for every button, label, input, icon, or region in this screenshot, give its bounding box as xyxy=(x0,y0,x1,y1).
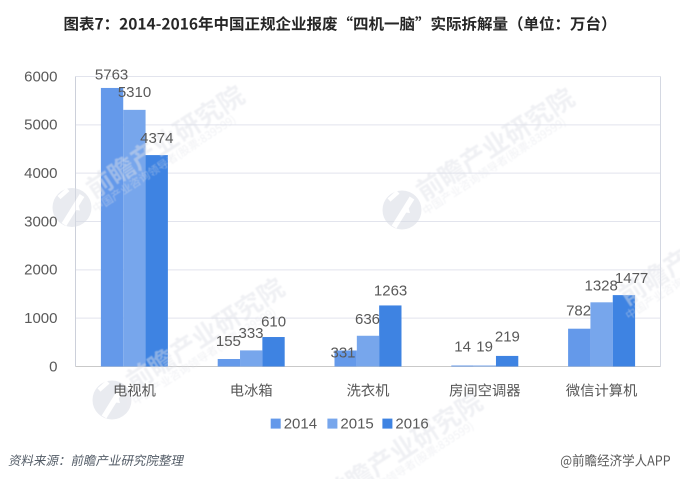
svg-text:5310: 5310 xyxy=(118,84,151,101)
svg-text:6000: 6000 xyxy=(24,68,57,85)
svg-text:3000: 3000 xyxy=(24,213,57,230)
svg-text:219: 219 xyxy=(495,329,520,346)
svg-text:1328: 1328 xyxy=(585,278,618,295)
svg-text:610: 610 xyxy=(261,314,286,331)
svg-text:333: 333 xyxy=(238,325,263,342)
svg-text:782: 782 xyxy=(566,303,591,320)
svg-text:19: 19 xyxy=(476,339,493,356)
svg-text:1263: 1263 xyxy=(374,282,407,299)
svg-text:14: 14 xyxy=(454,339,471,356)
svg-text:4374: 4374 xyxy=(140,130,173,147)
svg-text:636: 636 xyxy=(355,311,380,328)
svg-text:2000: 2000 xyxy=(24,262,57,279)
svg-text:5763: 5763 xyxy=(95,67,128,84)
svg-text:1477: 1477 xyxy=(615,270,648,287)
svg-text:0: 0 xyxy=(49,358,57,375)
svg-text:2016: 2016 xyxy=(395,415,428,432)
svg-text:1000: 1000 xyxy=(24,310,57,327)
svg-text:331: 331 xyxy=(330,344,355,361)
svg-text:4000: 4000 xyxy=(24,165,57,182)
svg-text:155: 155 xyxy=(216,333,241,350)
svg-text:5000: 5000 xyxy=(24,117,57,134)
svg-text:2015: 2015 xyxy=(340,415,373,432)
svg-text:2014: 2014 xyxy=(284,415,317,432)
